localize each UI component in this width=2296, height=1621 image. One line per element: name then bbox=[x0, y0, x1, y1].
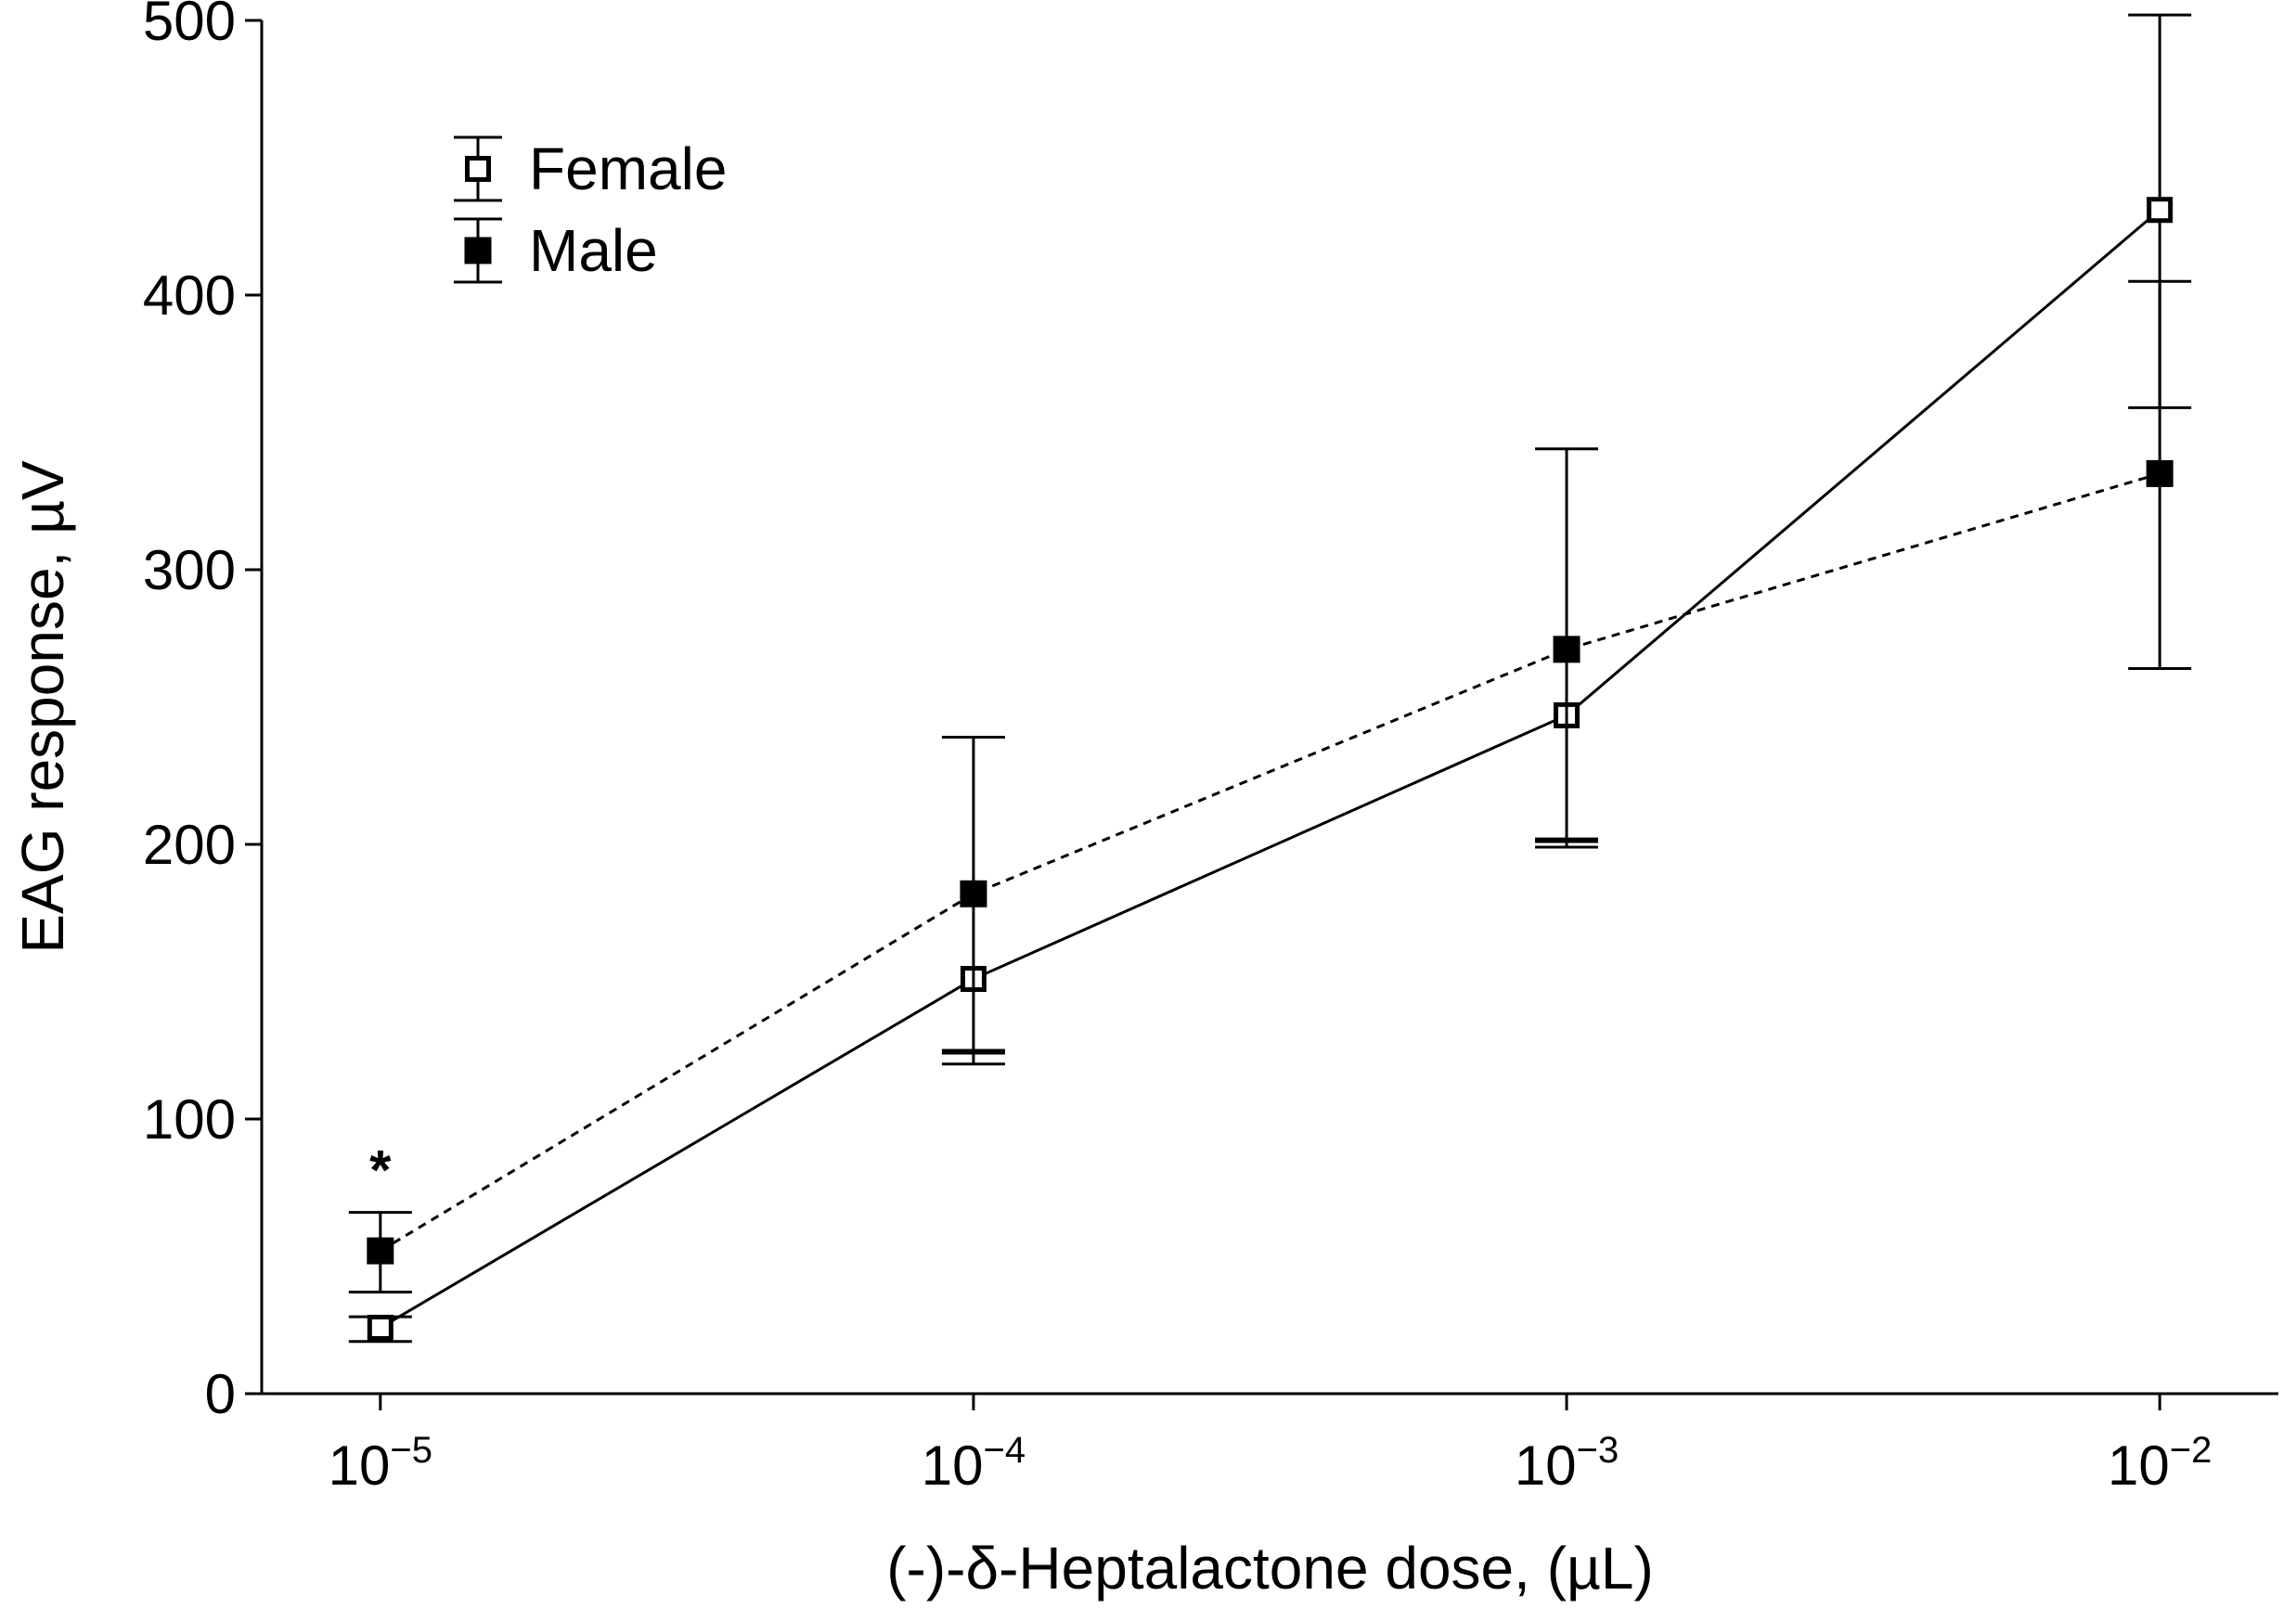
x-tick-exponent: −4 bbox=[984, 1430, 1026, 1471]
series-male bbox=[348, 279, 2192, 1293]
legend-item-male: Male bbox=[454, 217, 658, 284]
y-axis-label: EAG response, µV bbox=[9, 460, 76, 954]
annotations: * bbox=[369, 1139, 392, 1202]
series-female bbox=[348, 13, 2192, 1344]
x-tick-label-3: 10−2 bbox=[2108, 1430, 2212, 1497]
y-tick-label-300: 300 bbox=[143, 539, 236, 601]
y-tick-label-400: 400 bbox=[143, 264, 236, 327]
y-tick-label-500: 500 bbox=[143, 0, 236, 52]
x-axis-ticks: 10−5 10−4 10−3 10−2 bbox=[329, 1394, 2212, 1497]
legend-label-male: Male bbox=[529, 217, 658, 284]
x-axis-label: (-)-δ-Heptalactone dose, (µL) bbox=[886, 1535, 1654, 1602]
x-tick-base: 10 bbox=[2108, 1434, 2170, 1497]
x-tick-label-0: 10−5 bbox=[329, 1430, 432, 1497]
x-tick-exponent: −5 bbox=[390, 1430, 432, 1471]
female-error-bar bbox=[941, 1051, 1005, 1066]
male-line bbox=[380, 471, 2161, 1253]
x-tick-base: 10 bbox=[1515, 1434, 1577, 1497]
male-point bbox=[367, 1237, 394, 1265]
significance-asterisk: * bbox=[369, 1139, 392, 1202]
y-tick-label-100: 100 bbox=[143, 1088, 236, 1151]
female-point bbox=[367, 1314, 393, 1341]
legend-label-female: Female bbox=[529, 135, 727, 202]
x-tick-base: 10 bbox=[329, 1434, 391, 1497]
y-tick-label-0: 0 bbox=[205, 1363, 236, 1425]
male-point bbox=[1553, 636, 1580, 663]
legend-item-female: Female bbox=[454, 135, 727, 202]
x-tick-exponent: −3 bbox=[1577, 1430, 1619, 1471]
female-point bbox=[2147, 197, 2173, 224]
female-line bbox=[380, 209, 2161, 1330]
x-tick-base: 10 bbox=[922, 1434, 984, 1497]
y-axis-ticks: 0 100 200 300 400 500 bbox=[143, 0, 262, 1425]
x-tick-label-1: 10−4 bbox=[922, 1430, 1025, 1497]
x-tick-label-2: 10−3 bbox=[1515, 1430, 1619, 1497]
legend-marker-male bbox=[464, 237, 492, 264]
x-tick-exponent: −2 bbox=[2170, 1430, 2212, 1471]
male-point bbox=[2146, 459, 2173, 487]
female-error-bar bbox=[1535, 840, 1599, 849]
series-layer bbox=[348, 13, 2192, 1344]
axes bbox=[260, 20, 2278, 1396]
legend: Female Male bbox=[454, 135, 727, 284]
male-point bbox=[960, 880, 987, 907]
y-tick-label-200: 200 bbox=[143, 814, 236, 876]
legend-marker-female bbox=[465, 156, 491, 182]
